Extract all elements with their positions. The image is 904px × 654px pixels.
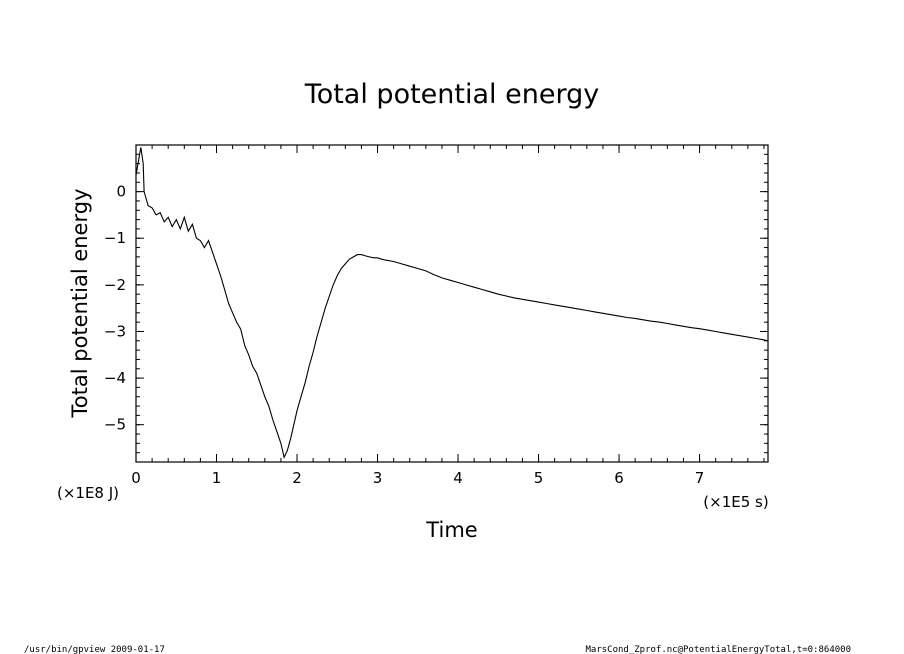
- chart-title: Total potential energy: [304, 79, 599, 110]
- major-ticks: [135, 145, 768, 462]
- x-tick-label: 7: [695, 469, 705, 487]
- x-tick-labels: 0 1 2 3 4 5 6 7: [131, 469, 704, 487]
- minor-ticks: [135, 144, 768, 462]
- x-tick-label: 1: [212, 469, 222, 487]
- footer-right: MarsCond_Zprof.nc@PotentialEnergyTotal,t…: [585, 645, 851, 654]
- x-tick-label: 5: [534, 469, 544, 487]
- y-tick-labels: 0 −1 −2 −3 −4 −5: [104, 183, 126, 434]
- x-tick-label: 3: [373, 469, 383, 487]
- y-axis-label: Total potential energy: [68, 189, 92, 419]
- x-tick-label: 2: [292, 469, 302, 487]
- y-unit-label: (×1E8 J): [57, 484, 119, 502]
- y-tick-label: −3: [104, 322, 126, 340]
- x-tick-label: 0: [131, 469, 141, 487]
- footer-left: /usr/bin/gpview 2009-01-17: [24, 645, 165, 654]
- y-tick-label: −1: [104, 229, 126, 247]
- y-tick-label: −5: [104, 416, 126, 434]
- y-tick-label: −4: [104, 369, 126, 387]
- x-tick-label: 6: [614, 469, 624, 487]
- y-tick-label: 0: [116, 183, 126, 201]
- series-line: [136, 147, 768, 459]
- x-unit-label: (×1E5 s): [703, 493, 768, 511]
- x-axis-label: Time: [425, 518, 477, 542]
- y-tick-label: −2: [104, 276, 126, 294]
- plot-frame: [135, 144, 769, 463]
- x-tick-label: 4: [453, 469, 463, 487]
